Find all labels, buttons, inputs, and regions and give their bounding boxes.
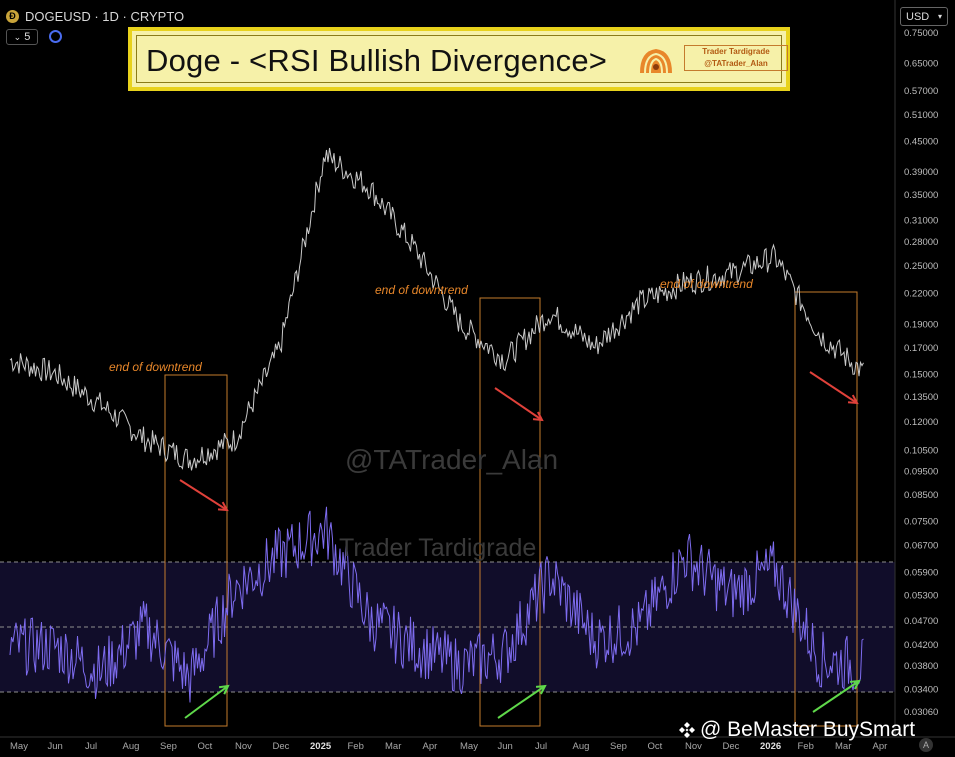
handle-watermark: @TATrader_Alan xyxy=(345,444,559,475)
x-tick-label: Mar xyxy=(385,741,401,752)
divergence-zone-box xyxy=(479,297,541,727)
auto-scale-icon[interactable]: A xyxy=(919,738,933,752)
x-tick-label: May xyxy=(10,741,28,752)
y-tick-label: 0.03400 xyxy=(904,685,938,696)
x-tick-label: 2025 xyxy=(310,741,332,752)
currency-value: USD xyxy=(906,10,930,23)
divergence-zones xyxy=(164,291,858,727)
y-tick-label: 0.13500 xyxy=(904,392,938,403)
chart-title: Doge - <RSI Bullish Divergence> xyxy=(146,43,608,78)
x-tick-label: Jun xyxy=(48,741,63,752)
y-tick-label: 0.07500 xyxy=(904,517,938,528)
y-tick-label: 0.22000 xyxy=(904,288,938,299)
zone-label-1: end of downtrend xyxy=(109,360,202,374)
y-tick-label: 0.05900 xyxy=(904,568,938,579)
y-tick-label: 0.25000 xyxy=(904,261,938,272)
currency-select[interactable]: USD ▾ xyxy=(900,7,948,26)
brand-name: Trader Tardigrade xyxy=(702,47,770,56)
y-tick-label: 0.03060 xyxy=(904,707,938,718)
y-tick-label: 0.04700 xyxy=(904,616,938,627)
price-down-arrow xyxy=(809,371,859,405)
symbol-header: Ð DOGEUSD · 1D · CRYPTO xyxy=(6,6,184,26)
x-tick-label: Sep xyxy=(610,741,627,752)
title-banner: Doge - <RSI Bullish Divergence> Trader T… xyxy=(128,27,790,91)
x-tick-label: Apr xyxy=(423,741,438,752)
tardigrade-logo-icon xyxy=(640,49,672,74)
y-tick-label: 0.17000 xyxy=(904,343,938,354)
x-tick-label: Feb xyxy=(348,741,364,752)
divergence-zone-box xyxy=(794,291,858,727)
rsi-series-line xyxy=(9,506,864,703)
y-tick-label: 0.57000 xyxy=(904,86,938,97)
y-tick-label: 0.12000 xyxy=(904,417,938,428)
divergence-arrows xyxy=(179,371,861,719)
chevron-down-icon: ⌄ xyxy=(13,31,22,42)
y-tick-label: 0.05300 xyxy=(904,590,938,601)
y-tick-label: 0.10500 xyxy=(904,445,938,456)
binance-diamond-icon xyxy=(679,722,695,738)
y-tick-label: 0.09500 xyxy=(904,467,938,478)
x-tick-label: Feb xyxy=(798,741,814,752)
price-down-arrow xyxy=(179,479,229,512)
x-tick-label: 2026 xyxy=(760,741,781,752)
interval-value: 5 xyxy=(24,31,31,43)
rsi-up-arrow xyxy=(812,679,861,713)
x-tick-label: Aug xyxy=(573,741,590,752)
brand-handle: @TATrader_Alan xyxy=(704,59,768,68)
y-tick-label: 0.06700 xyxy=(904,541,938,552)
interval-toggle[interactable]: ⌄ 5 xyxy=(6,29,38,45)
zone-label-3: end of downtrend xyxy=(660,277,753,291)
y-tick-label: 0.04200 xyxy=(904,640,938,651)
x-tick-label: Dec xyxy=(273,741,290,752)
rsi-up-arrow xyxy=(184,684,230,719)
x-tick-label: May xyxy=(460,741,478,752)
y-tick-label: 0.51000 xyxy=(904,110,938,121)
symbol-label[interactable]: DOGEUSD · 1D · CRYPTO xyxy=(25,8,185,24)
chevron-down-icon: ▾ xyxy=(937,12,942,21)
y-tick-label: 0.39000 xyxy=(904,167,938,178)
x-tick-label: Dec xyxy=(723,741,740,752)
y-tick-label: 0.28000 xyxy=(904,237,938,248)
x-tick-label: Mar xyxy=(835,741,851,752)
y-tick-label: 0.45000 xyxy=(904,136,938,147)
y-tick-label: 0.08500 xyxy=(904,490,938,501)
x-tick-label: Jun xyxy=(498,741,513,752)
y-tick-label: 0.35000 xyxy=(904,190,938,201)
x-tick-label: Nov xyxy=(685,741,702,752)
y-tick-label: 0.15000 xyxy=(904,370,938,381)
zone-label-2: end of downtrend xyxy=(375,283,468,297)
doge-coin-icon: Ð xyxy=(6,9,19,23)
x-axis-ticks: May Jun Jul Aug Sep Oct Nov Dec 2025 Feb Mar Apr May… xyxy=(10,741,887,752)
divergence-zone-box xyxy=(164,374,228,727)
rsi-up-arrow xyxy=(497,684,547,719)
sync-icon[interactable] xyxy=(49,30,62,43)
y-tick-label: 0.65000 xyxy=(904,58,938,69)
brand-badge: Trader Tardigrade @TATrader_Alan xyxy=(684,45,788,71)
x-tick-label: Jul xyxy=(85,741,97,752)
price-down-arrow xyxy=(494,387,544,422)
y-tick-label: 0.31000 xyxy=(904,216,938,227)
x-tick-label: Oct xyxy=(648,741,663,752)
y-tick-label: 0.75000 xyxy=(904,28,938,39)
y-axis-ticks: 0.75000 0.65000 0.57000 0.51000 0.45000 0.390… xyxy=(904,28,938,718)
y-tick-label: 0.19000 xyxy=(904,319,938,330)
x-tick-label: Sep xyxy=(160,741,177,752)
x-tick-label: Aug xyxy=(123,741,140,752)
x-tick-label: Apr xyxy=(873,741,888,752)
x-tick-label: Oct xyxy=(198,741,213,752)
x-tick-label: Nov xyxy=(235,741,252,752)
x-tick-label: Jul xyxy=(535,741,547,752)
title-inner-frame xyxy=(136,35,782,83)
footer-watermark: @ BeMaster BuySmart xyxy=(678,718,915,742)
y-tick-label: 0.03800 xyxy=(904,661,938,672)
brand-watermark: Trader Tardigrade xyxy=(339,534,537,562)
price-series-line xyxy=(9,147,864,471)
footer-watermark-text: @ BeMaster BuySmart xyxy=(700,718,916,741)
